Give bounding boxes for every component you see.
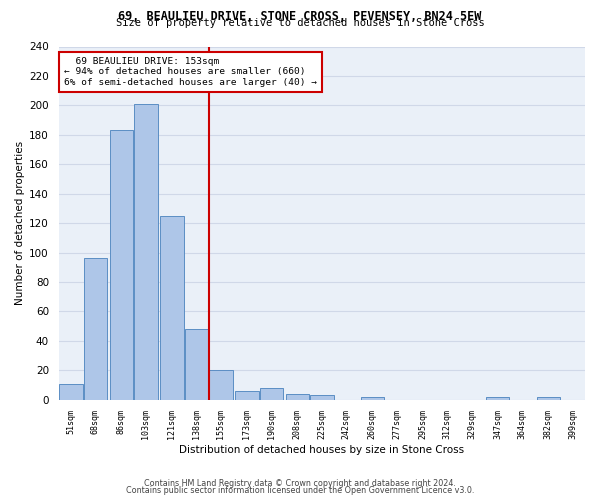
Text: Contains HM Land Registry data © Crown copyright and database right 2024.: Contains HM Land Registry data © Crown c…: [144, 478, 456, 488]
Bar: [286, 394, 309, 400]
Bar: [110, 130, 133, 400]
Bar: [486, 397, 509, 400]
Bar: [84, 258, 107, 400]
Bar: [310, 396, 334, 400]
Bar: [235, 391, 259, 400]
Y-axis label: Number of detached properties: Number of detached properties: [15, 141, 25, 305]
Bar: [185, 329, 208, 400]
Bar: [536, 397, 560, 400]
Bar: [260, 388, 283, 400]
X-axis label: Distribution of detached houses by size in Stone Cross: Distribution of detached houses by size …: [179, 445, 464, 455]
Bar: [59, 384, 83, 400]
Bar: [361, 397, 384, 400]
Bar: [134, 104, 158, 400]
Bar: [209, 370, 233, 400]
Bar: [160, 216, 184, 400]
Text: Contains public sector information licensed under the Open Government Licence v3: Contains public sector information licen…: [126, 486, 474, 495]
Text: 69, BEAULIEU DRIVE, STONE CROSS, PEVENSEY, BN24 5EW: 69, BEAULIEU DRIVE, STONE CROSS, PEVENSE…: [118, 10, 482, 23]
Text: Size of property relative to detached houses in Stone Cross: Size of property relative to detached ho…: [116, 18, 484, 28]
Text: 69 BEAULIEU DRIVE: 153sqm
← 94% of detached houses are smaller (660)
6% of semi-: 69 BEAULIEU DRIVE: 153sqm ← 94% of detac…: [64, 57, 317, 87]
